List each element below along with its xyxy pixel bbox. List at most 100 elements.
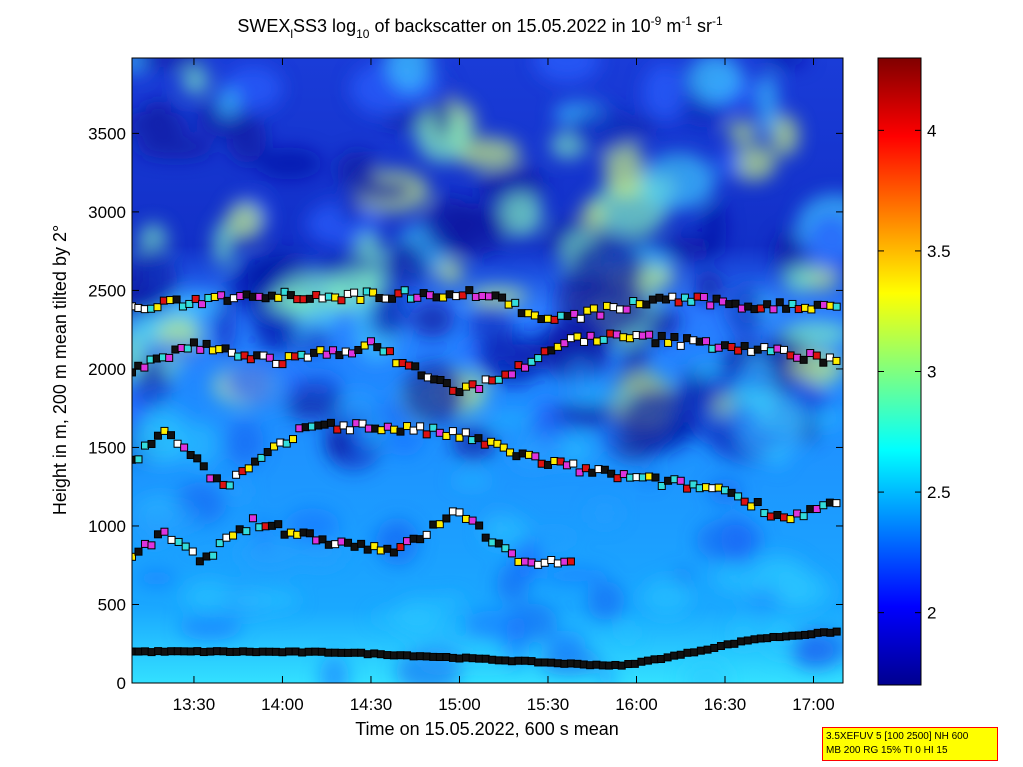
layer-series — [132, 507, 575, 569]
texture-blob — [566, 358, 594, 405]
layer-marker — [756, 304, 765, 313]
layer-marker — [425, 291, 434, 300]
layer-marker — [462, 514, 471, 523]
texture-blob — [238, 535, 302, 573]
layer-marker — [832, 356, 841, 365]
texture-blob — [721, 403, 760, 433]
layer-marker — [488, 655, 497, 664]
layer-marker — [527, 657, 536, 666]
layer-marker — [316, 346, 325, 355]
layer-marker — [734, 346, 743, 355]
layer-marker — [172, 295, 181, 304]
layer-marker — [147, 541, 156, 550]
layer-marker — [252, 648, 261, 657]
layer-marker — [589, 304, 598, 313]
layer-marker — [185, 299, 194, 308]
layer-marker — [455, 388, 464, 397]
layer-marker — [645, 330, 654, 339]
texture-blob — [581, 199, 605, 231]
layer-marker — [322, 350, 331, 359]
settings-note-line: 3.5XEFUV 5 [100 2500] NH 600 — [826, 731, 969, 742]
layer-marker — [468, 380, 477, 389]
texture-blob — [132, 502, 200, 530]
layer-marker — [271, 647, 280, 656]
layer-marker — [140, 539, 149, 548]
layer-marker — [501, 370, 510, 379]
texture-blob — [441, 203, 507, 256]
layer-marker — [775, 298, 784, 307]
layer-marker — [521, 557, 530, 566]
layer-marker — [696, 646, 705, 655]
layer-marker — [720, 486, 729, 495]
layer-marker — [298, 648, 307, 657]
y-tick-label: 0 — [117, 674, 126, 693]
layer-marker — [435, 653, 444, 662]
layer-marker — [206, 647, 215, 656]
layer-marker — [422, 652, 431, 661]
layer-marker — [344, 538, 353, 547]
layer-marker — [303, 353, 312, 362]
layer-marker — [521, 656, 530, 665]
layer-marker — [727, 488, 736, 497]
layer-marker — [278, 360, 287, 369]
texture-blob — [437, 259, 464, 285]
layer-marker — [779, 513, 788, 522]
layer-marker — [337, 296, 346, 305]
colorbar-tick-label: 3.5 — [927, 242, 951, 261]
layer-marker — [543, 314, 552, 323]
layer-marker — [484, 292, 493, 301]
layer-marker — [766, 347, 775, 356]
texture-blob — [517, 534, 541, 578]
layer-marker — [369, 288, 378, 297]
layer-marker — [779, 345, 788, 354]
layer-marker — [613, 474, 622, 483]
layer-marker — [599, 335, 608, 344]
texture-blob — [567, 107, 641, 153]
layer-marker — [468, 654, 477, 663]
layer-marker — [664, 338, 673, 347]
layer-marker — [193, 454, 202, 463]
x-tick-label: 14:00 — [261, 695, 304, 714]
layer-marker — [786, 351, 795, 360]
layer-marker — [832, 302, 841, 311]
layer-marker — [812, 351, 821, 360]
layer-marker — [350, 288, 359, 297]
layer-marker — [326, 418, 335, 427]
layer-marker — [819, 358, 828, 367]
texture-blob — [688, 361, 726, 380]
layer-marker — [311, 647, 320, 656]
layer-marker — [333, 425, 342, 434]
layer-marker — [557, 311, 566, 320]
layer-marker — [225, 481, 234, 490]
layer-marker — [263, 448, 272, 457]
layer-marker — [354, 345, 363, 354]
y-axis: 0 500 1000 1500 2000 2500 3000 3500 — [88, 124, 843, 693]
layer-marker — [458, 291, 467, 300]
layer-marker — [221, 344, 230, 353]
x-axis-label: Time on 15.05.2022, 600 s mean — [355, 719, 619, 739]
texture-blob — [619, 624, 637, 642]
layer-marker — [186, 647, 195, 656]
layer-marker — [462, 382, 471, 391]
layer-marker — [807, 305, 816, 314]
layer-marker — [219, 647, 228, 656]
layer-marker — [471, 292, 480, 301]
texture-blob — [226, 201, 264, 241]
layer-marker — [356, 295, 365, 304]
layer-marker — [357, 539, 366, 548]
layer-marker — [160, 647, 169, 656]
texture-blob — [496, 566, 530, 603]
layer-marker — [173, 647, 182, 656]
layer-marker — [432, 293, 441, 302]
layer-marker — [612, 330, 621, 339]
layer-marker — [481, 375, 490, 384]
layer-marker — [160, 426, 169, 435]
layer-marker — [648, 295, 657, 304]
layer-marker — [643, 656, 652, 665]
texture-blob — [783, 264, 816, 294]
layer-marker — [769, 305, 778, 314]
layer-marker — [683, 648, 692, 657]
settings-note-line: MB 200 RG 15% TI 0 HI 15 — [826, 745, 948, 756]
layer-marker — [504, 300, 513, 309]
layer-marker — [607, 469, 616, 478]
